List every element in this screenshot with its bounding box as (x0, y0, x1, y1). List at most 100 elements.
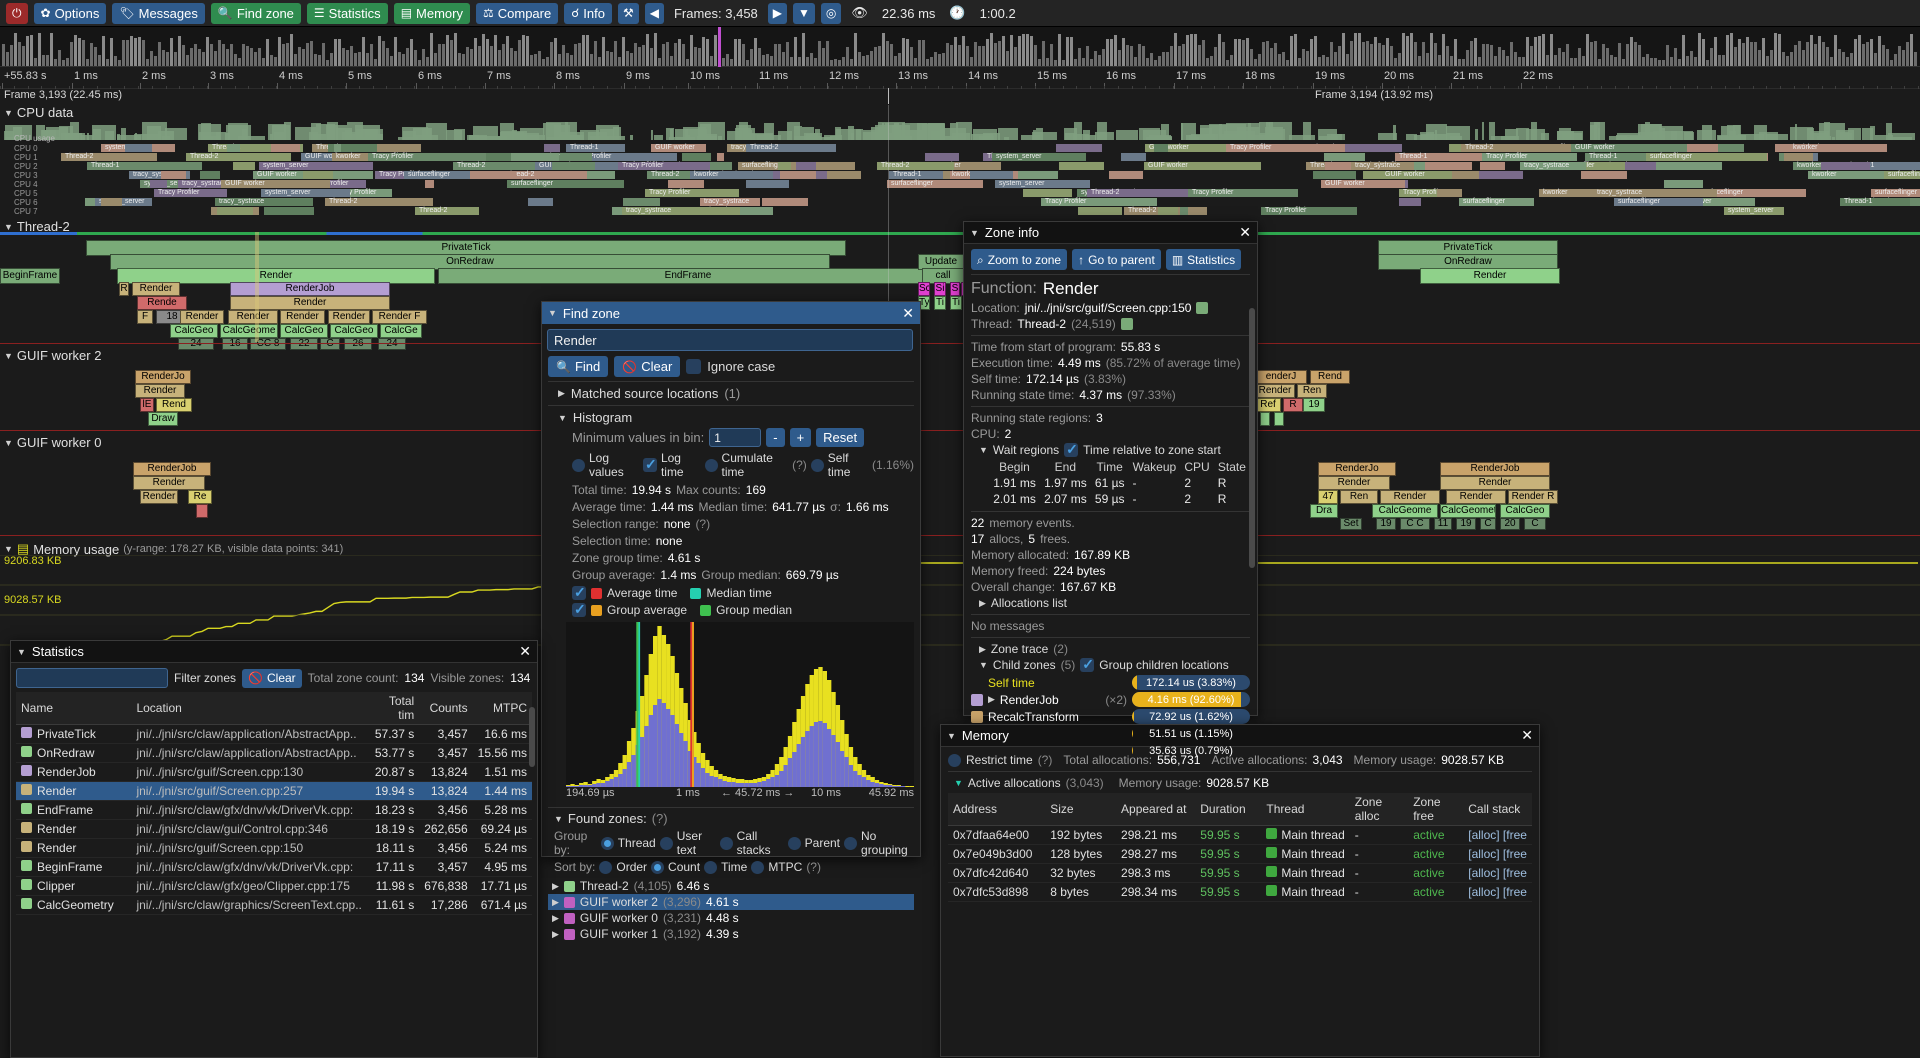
frame-bar[interactable] (262, 58, 265, 66)
frame-bar[interactable] (346, 50, 349, 66)
chevron-right-icon[interactable]: ▶ (552, 928, 559, 939)
sort-by-count-label[interactable]: Count (668, 860, 701, 874)
frame-bar[interactable] (730, 59, 733, 66)
frame-bar[interactable] (794, 37, 797, 66)
frame-bar[interactable] (1494, 56, 1497, 66)
chevron-down-icon[interactable]: ▼ (558, 412, 567, 423)
timeline-zone[interactable]: Render (1255, 384, 1295, 398)
frame-bar[interactable] (114, 56, 117, 66)
cpu-core-segment[interactable] (1154, 144, 1168, 152)
find-zone-titlebar[interactable]: ▼ Find zone ✕ (542, 302, 920, 324)
frame-bar[interactable] (926, 59, 929, 66)
timeline-zone[interactable]: CalcGeo (330, 324, 378, 338)
close-icon[interactable]: ✕ (902, 304, 914, 321)
cpu-core-segment[interactable] (1324, 153, 1365, 161)
zoom-to-zone-button[interactable]: ⌕ Zoom to zone (971, 249, 1068, 270)
find-button[interactable]: 🔍 Find (548, 356, 609, 377)
frame-bar[interactable] (190, 48, 193, 66)
frame-bar[interactable] (646, 34, 649, 66)
frame-bar[interactable] (770, 56, 773, 66)
chevron-down-icon[interactable]: ▼ (979, 660, 988, 670)
timeline-zone[interactable]: CalcGeome (1372, 504, 1438, 518)
frame-bar[interactable] (314, 54, 317, 66)
group-children-checkbox[interactable] (1080, 656, 1095, 673)
frame-bar[interactable] (682, 44, 685, 66)
find-zone-window[interactable]: ▼ Find zone ✕ Render 🔍 Find 🚫 Clear Igno… (541, 301, 921, 941)
frame-bar[interactable] (142, 40, 145, 66)
frame-bar[interactable] (354, 53, 357, 66)
frame-bar[interactable] (1070, 37, 1073, 66)
frame-bar[interactable] (1258, 54, 1261, 66)
frame-bar[interactable] (350, 46, 353, 66)
cpu-core-segment[interactable] (1842, 162, 1920, 170)
frame-bar[interactable] (1598, 59, 1601, 66)
frame-bar[interactable] (126, 40, 129, 66)
memory-header-cell[interactable]: Zone alloc (1349, 793, 1409, 826)
cpu-core-segment[interactable] (264, 207, 314, 215)
frame-bar[interactable] (1866, 42, 1869, 66)
mem-call-stack-cell[interactable]: [alloc] [free (1463, 844, 1532, 864)
frame-bar[interactable] (1442, 34, 1445, 66)
found-zones-hint[interactable]: (?) (651, 811, 668, 826)
frame-bar[interactable] (1886, 49, 1889, 66)
histogram-label[interactable]: Histogram (572, 410, 633, 425)
mem-address-cell[interactable]: 0x7dfc42d640 (948, 863, 1046, 883)
frame-bar[interactable] (790, 57, 793, 66)
frame-bar[interactable] (850, 59, 853, 66)
timeline-zone[interactable]: CalcGeomet (1440, 504, 1496, 518)
frame-bar[interactable] (54, 59, 57, 66)
cpu-core-segment[interactable] (1861, 171, 1879, 179)
timeline-zone[interactable]: CalcGeo (170, 324, 218, 338)
frame-bar[interactable] (1710, 48, 1713, 66)
cpu-core-segment[interactable] (992, 153, 1086, 161)
frame-bar[interactable] (1254, 59, 1257, 66)
log-values-radio[interactable] (572, 458, 585, 472)
cpu-core-segment[interactable] (647, 171, 721, 179)
chevron-right-icon[interactable]: ▶ (979, 643, 986, 654)
frame-bar[interactable] (502, 44, 505, 66)
timeline-zone[interactable]: RenderJo (1318, 462, 1396, 476)
frame-bar[interactable] (1022, 34, 1025, 66)
frame-bar[interactable] (1462, 59, 1465, 66)
frame-bar[interactable] (538, 51, 541, 66)
cpu-core-segment[interactable] (1399, 189, 1458, 197)
frame-bar[interactable] (1814, 44, 1817, 66)
restrict-time-hint[interactable]: (?) (1037, 753, 1053, 767)
frame-bar[interactable] (910, 47, 913, 66)
cpu-core-segment[interactable] (1461, 144, 1575, 152)
frames-prev-button[interactable]: ◀ (644, 2, 664, 24)
frame-bar[interactable] (1902, 50, 1905, 66)
frame-bar[interactable] (294, 54, 297, 66)
guif-worker0-header[interactable]: ▼ GUIF worker 0 (4, 435, 101, 450)
cpu-core-segment[interactable] (1399, 198, 1421, 206)
frame-bar[interactable] (438, 44, 441, 66)
frame-bar[interactable] (330, 53, 333, 66)
cpu-core-segment[interactable] (1018, 171, 1058, 179)
frame-bar[interactable] (1910, 34, 1913, 66)
frame-bar[interactable] (1026, 34, 1029, 66)
zone-location-cell[interactable]: jni/../jni/src/claw/gfx/dnv/vk/DriverVk.… (131, 800, 367, 820)
cpu-core-segment[interactable] (727, 171, 827, 179)
frame-bar[interactable] (98, 55, 101, 66)
frame-bar[interactable] (366, 53, 369, 66)
frame-bar[interactable] (1766, 56, 1769, 66)
frames-next-button[interactable]: ▶ (767, 2, 788, 24)
frame-bar[interactable] (818, 41, 821, 66)
frame-bar[interactable] (1842, 52, 1845, 66)
frame-bar[interactable] (1438, 55, 1441, 66)
cpu-core-segment[interactable] (1520, 162, 1586, 170)
found-zone-thread-row[interactable]: ▶ GUIF worker 2 (3,296) 4.61 s (548, 894, 914, 910)
frame-bar[interactable] (1810, 35, 1813, 66)
frame-bar[interactable] (622, 37, 625, 66)
frame-bar[interactable] (1058, 34, 1061, 66)
cpu-core-segment[interactable] (1145, 144, 1229, 152)
frame-bar[interactable] (1290, 36, 1293, 66)
frame-bar[interactable] (1346, 54, 1349, 66)
frame-bar[interactable] (1282, 52, 1285, 66)
frame-bar[interactable] (1862, 44, 1865, 66)
frame-bar[interactable] (1298, 58, 1301, 66)
frame-bar[interactable] (1538, 36, 1541, 66)
frame-bar[interactable] (1126, 45, 1129, 66)
frame-bar[interactable] (494, 35, 497, 66)
cpu-core-segment[interactable] (154, 189, 227, 197)
